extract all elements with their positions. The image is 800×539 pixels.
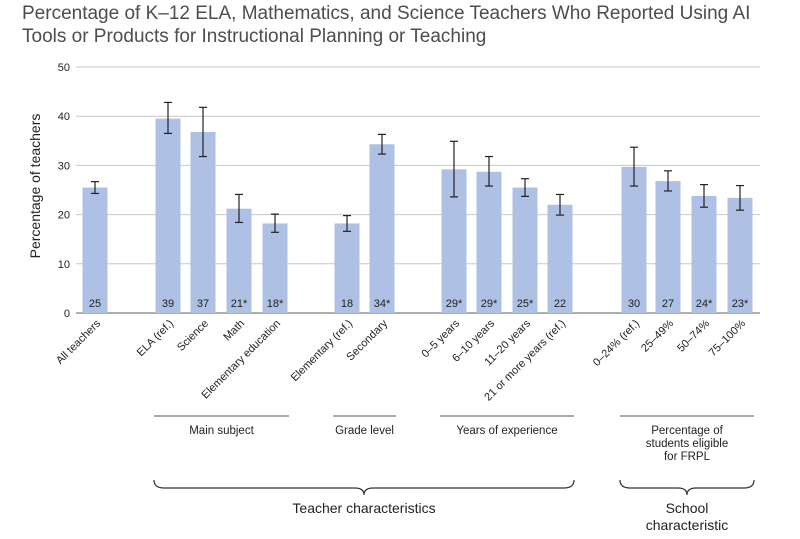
data-label: 25 — [89, 298, 101, 310]
bar — [621, 166, 647, 313]
super-group-label: School — [666, 500, 709, 516]
bar — [82, 187, 108, 313]
group-label: Main subject — [189, 425, 254, 437]
bar — [547, 204, 573, 313]
y-tick-labels: 0 10 20 30 40 50 — [58, 62, 70, 320]
y-axis-label: Percentage of teachers — [27, 114, 43, 259]
data-label: 23* — [732, 298, 749, 310]
curly-brace — [153, 479, 575, 496]
x-tick-labels: All teachers ELA (ref.)Science Math Element… — [54, 317, 748, 403]
data-label: 27 — [662, 298, 674, 310]
data-label: 30 — [628, 298, 640, 310]
bar — [476, 171, 502, 313]
data-label: 18 — [341, 298, 353, 310]
data-label: 24* — [696, 298, 713, 310]
bar — [155, 118, 181, 313]
bar — [190, 131, 216, 313]
bar — [655, 181, 681, 313]
group-label: for FRPL — [664, 451, 711, 463]
group-label: Years of experience — [456, 425, 557, 437]
group-label: Grade level — [335, 425, 394, 437]
data-label: 29* — [481, 298, 498, 310]
chart-title: Percentage of K–12 ELA, Mathematics, and… — [22, 3, 751, 47]
y-tick-label: 40 — [58, 111, 70, 123]
x-tick-label: 25–49% — [639, 317, 676, 354]
data-label: 34* — [374, 298, 391, 310]
y-tick-label: 50 — [58, 62, 70, 74]
bar — [262, 223, 288, 313]
y-tick-label: 10 — [58, 259, 70, 271]
group-label: Percentage of — [651, 425, 723, 437]
error-bars — [91, 101, 744, 233]
super-group-label: Teacher characteristics — [292, 500, 435, 516]
category-braces: Teacher characteristics Schoolcharacteris… — [153, 479, 755, 533]
data-label: 39 — [162, 298, 174, 310]
bar — [691, 195, 717, 313]
x-tick-label: ELA (ref.) — [135, 318, 176, 359]
bar — [369, 144, 395, 313]
y-tick-label: 0 — [64, 308, 70, 320]
y-tick-label: 20 — [58, 210, 70, 222]
y-tick-label: 30 — [58, 160, 70, 172]
bars — [82, 118, 753, 313]
data-label: 22 — [554, 298, 566, 310]
x-tick-label: All teachers — [54, 317, 103, 366]
bar — [334, 223, 360, 313]
x-tick-label: Math — [221, 318, 247, 344]
x-tick-label: 75–100% — [707, 317, 749, 359]
x-tick-label: 0–24% (ref.) — [591, 318, 642, 369]
data-label: 29* — [446, 298, 463, 310]
data-label: 18* — [267, 298, 284, 310]
group-labels: Main subject Grade level Years of experien… — [154, 415, 754, 463]
x-tick-label: Science — [175, 318, 211, 354]
data-labels: 25 39 37 21* 18* 18 34* 29* 29* 25* 22 30 27 24* 23* — [89, 298, 749, 310]
data-label: 21* — [231, 298, 248, 310]
data-label: 25* — [517, 298, 534, 310]
x-tick-label: 50–74% — [675, 317, 712, 354]
bar — [512, 187, 538, 313]
x-tick-label: Elementary (ref.) — [289, 318, 355, 384]
curly-brace — [619, 479, 755, 496]
data-label: 37 — [197, 298, 209, 310]
bar — [226, 208, 252, 313]
super-group-label: characteristic — [646, 517, 728, 533]
bar — [727, 197, 753, 313]
group-label: students eligible — [646, 438, 728, 450]
